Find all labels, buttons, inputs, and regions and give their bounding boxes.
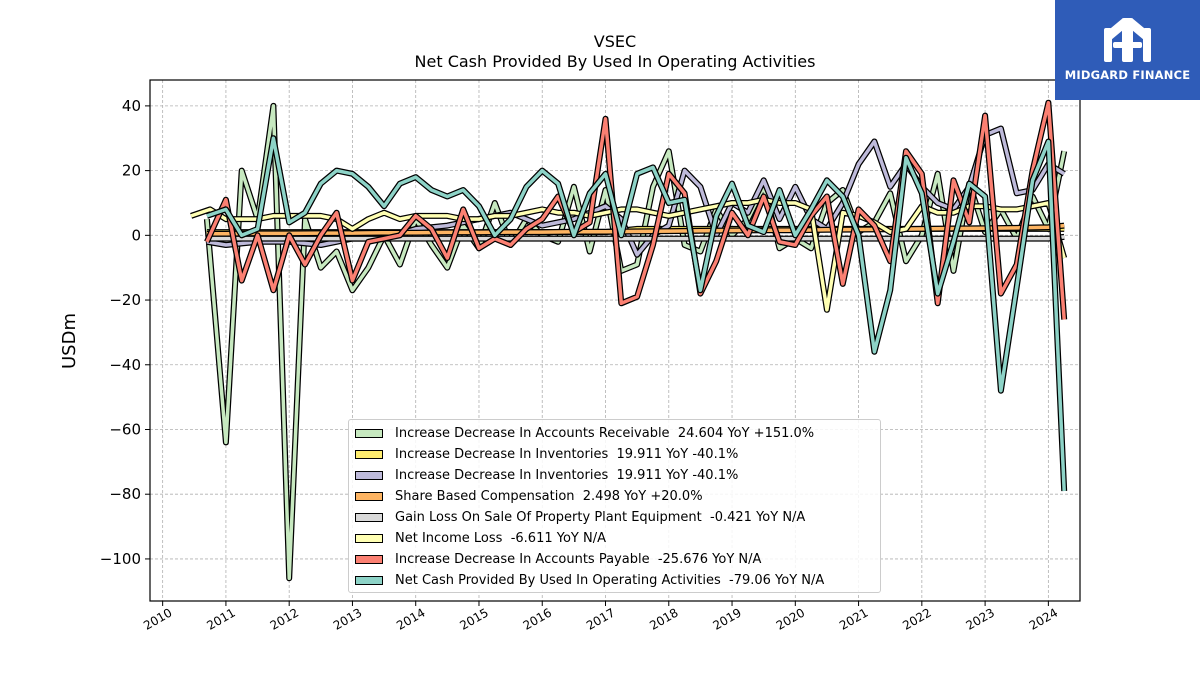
x-tick-label: 2019 xyxy=(710,605,743,632)
y-tick-label: 20 xyxy=(122,162,141,180)
series-line xyxy=(205,104,1066,581)
legend-swatch xyxy=(355,534,383,543)
series-4 xyxy=(206,233,1065,242)
legend-label: Increase Decrease In Inventories 19.911 … xyxy=(395,447,739,462)
series-line xyxy=(206,235,1065,241)
x-tick-label: 2010 xyxy=(141,605,174,632)
x-tick-label: 2014 xyxy=(394,605,427,632)
legend-label: Increase Decrease In Accounts Receivable… xyxy=(395,426,815,441)
chart-company: VSEC xyxy=(593,32,637,51)
legend-label: Net Cash Provided By Used In Operating A… xyxy=(395,573,825,588)
series-line xyxy=(205,100,1066,320)
legend-label: Increase Decrease In Inventories 19.911 … xyxy=(395,468,739,483)
x-tick-label: 2013 xyxy=(331,605,364,632)
y-tick-label: 40 xyxy=(122,97,141,115)
legend-swatch xyxy=(355,513,383,522)
y-tick-label: 0 xyxy=(131,226,141,244)
legend-item: Increase Decrease In Accounts Receivable… xyxy=(349,425,882,445)
x-tick-label: 2012 xyxy=(268,605,301,632)
chart-legend: Increase Decrease In Accounts Receivable… xyxy=(348,419,881,593)
y-tick-label: −100 xyxy=(100,550,141,568)
plot-frame xyxy=(149,79,1081,602)
x-tick-label: 2021 xyxy=(837,605,870,632)
series-0 xyxy=(203,102,1068,582)
x-tick-label: 2011 xyxy=(204,605,237,632)
legend-item: Increase Decrease In Accounts Payable -2… xyxy=(349,551,882,571)
legend-swatch xyxy=(355,471,383,480)
legend-swatch xyxy=(355,450,383,459)
legend-item: Increase Decrease In Inventories 19.911 … xyxy=(349,446,882,466)
legend-label: Gain Loss On Sale Of Property Plant Equi… xyxy=(395,510,806,525)
legend-item: Net Income Loss -6.611 YoY N/A xyxy=(349,530,882,550)
x-tick-label: 2020 xyxy=(774,605,807,632)
logo-text: MIDGARD FINANCE xyxy=(1064,68,1191,82)
legend-label: Net Income Loss -6.611 YoY N/A xyxy=(395,531,606,546)
logo-mark-icon xyxy=(1104,18,1151,62)
y-tick-label: −60 xyxy=(109,420,141,438)
x-tick-label: 2016 xyxy=(521,605,554,632)
chart-title: Net Cash Provided By Used In Operating A… xyxy=(414,52,816,71)
x-tick-label: 2022 xyxy=(900,605,933,632)
x-tick-label: 2024 xyxy=(1027,605,1060,632)
legend-label: Share Based Compensation 2.498 YoY +20.0… xyxy=(395,489,703,504)
y-tick-label: −40 xyxy=(109,356,141,374)
series-6 xyxy=(204,99,1068,320)
legend-item: Gain Loss On Sale Of Property Plant Equi… xyxy=(349,509,882,529)
x-tick-label: 2015 xyxy=(457,605,490,632)
legend-item: Share Based Compensation 2.498 YoY +20.0… xyxy=(349,488,882,508)
legend-swatch xyxy=(355,429,383,438)
legend-item: Increase Decrease In Inventories 19.911 … xyxy=(349,467,882,487)
y-axis-label: USDm xyxy=(59,313,80,369)
series-layer xyxy=(190,99,1068,582)
legend-item: Net Cash Provided By Used In Operating A… xyxy=(349,572,882,592)
y-tick-label: −20 xyxy=(109,291,141,309)
legend-label: Increase Decrease In Accounts Payable -2… xyxy=(395,552,762,567)
legend-swatch xyxy=(355,576,383,585)
legend-swatch xyxy=(355,492,383,501)
y-tick-label: −80 xyxy=(109,485,141,503)
x-tick-label: 2017 xyxy=(584,605,617,632)
legend-swatch xyxy=(355,555,383,564)
x-tick-label: 2018 xyxy=(647,605,680,632)
midgard-finance-logo: MIDGARD FINANCE xyxy=(1055,0,1200,100)
series-7 xyxy=(205,135,1068,492)
series-line xyxy=(206,136,1066,492)
x-tick-label: 2023 xyxy=(964,605,997,632)
